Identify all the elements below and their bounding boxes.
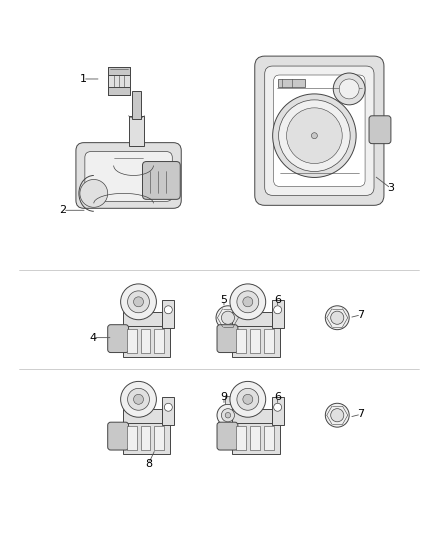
Bar (108, 87, 130, 95)
Bar (127, 329, 137, 352)
Circle shape (225, 413, 231, 418)
Circle shape (243, 394, 253, 404)
Bar (264, 426, 274, 450)
Bar (162, 300, 174, 328)
FancyBboxPatch shape (108, 325, 129, 352)
Circle shape (216, 306, 240, 330)
Bar (272, 300, 283, 328)
Bar (123, 325, 170, 357)
Bar (155, 426, 164, 450)
FancyBboxPatch shape (76, 143, 181, 208)
Circle shape (274, 403, 282, 411)
Circle shape (127, 389, 149, 410)
Circle shape (217, 404, 239, 426)
Circle shape (164, 403, 172, 411)
Bar (108, 67, 130, 75)
FancyBboxPatch shape (255, 56, 384, 205)
Bar (131, 91, 141, 119)
Bar (232, 325, 279, 357)
Circle shape (230, 284, 266, 320)
Circle shape (286, 108, 342, 164)
Bar (162, 397, 174, 425)
FancyBboxPatch shape (217, 325, 238, 352)
Circle shape (273, 94, 356, 177)
FancyBboxPatch shape (369, 116, 391, 144)
Text: 8: 8 (145, 459, 152, 469)
Bar (123, 422, 170, 454)
Bar (232, 312, 272, 326)
Circle shape (325, 403, 349, 427)
Bar (225, 397, 231, 404)
Text: 4: 4 (89, 333, 96, 343)
Circle shape (230, 382, 266, 417)
Circle shape (333, 73, 365, 105)
Bar (264, 329, 274, 352)
Bar (250, 426, 260, 450)
Bar (123, 409, 162, 423)
Circle shape (237, 291, 259, 313)
Bar (232, 409, 272, 423)
Text: 9: 9 (220, 392, 227, 402)
Text: 1: 1 (79, 74, 86, 84)
FancyBboxPatch shape (142, 161, 180, 199)
Circle shape (80, 180, 108, 207)
Text: 7: 7 (357, 409, 365, 419)
Circle shape (120, 284, 156, 320)
Bar (236, 329, 246, 352)
Text: 5: 5 (220, 295, 227, 305)
Text: 6: 6 (274, 295, 281, 305)
Bar (232, 422, 279, 454)
Circle shape (127, 291, 149, 313)
Bar (108, 67, 130, 95)
Bar (250, 329, 260, 352)
Bar (236, 426, 246, 450)
Bar (127, 426, 137, 450)
Text: 6: 6 (274, 392, 281, 402)
FancyBboxPatch shape (265, 66, 374, 196)
Circle shape (243, 297, 253, 307)
Circle shape (221, 409, 234, 422)
FancyBboxPatch shape (274, 75, 365, 187)
Bar (129, 116, 145, 146)
Circle shape (221, 311, 234, 324)
Circle shape (325, 306, 349, 330)
Bar (278, 79, 305, 87)
Circle shape (134, 394, 144, 404)
FancyBboxPatch shape (108, 422, 129, 450)
Circle shape (339, 79, 359, 99)
Circle shape (237, 389, 259, 410)
Bar (141, 426, 150, 450)
Circle shape (120, 382, 156, 417)
Circle shape (331, 409, 344, 422)
FancyBboxPatch shape (85, 151, 172, 201)
Circle shape (134, 297, 144, 307)
Circle shape (274, 306, 282, 314)
Bar (123, 312, 162, 326)
Bar (155, 329, 164, 352)
Circle shape (331, 311, 344, 324)
Text: 2: 2 (60, 205, 67, 215)
Bar (272, 397, 283, 425)
Circle shape (279, 100, 350, 172)
Bar (141, 329, 150, 352)
Circle shape (311, 133, 318, 139)
Text: 3: 3 (387, 183, 394, 193)
Text: 7: 7 (357, 310, 365, 320)
FancyBboxPatch shape (217, 422, 238, 450)
Circle shape (164, 306, 172, 314)
